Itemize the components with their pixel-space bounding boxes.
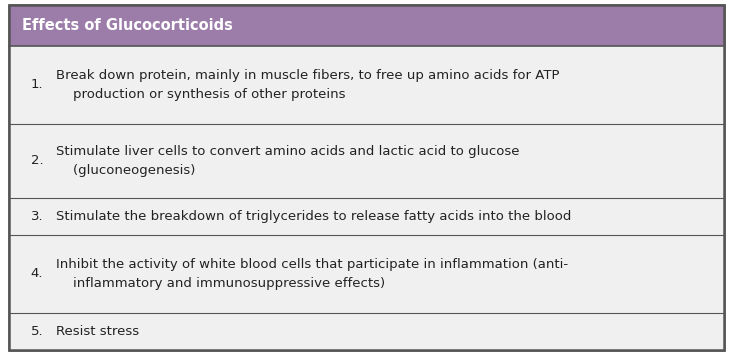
- Bar: [9, 235, 724, 313]
- Text: Stimulate liver cells to convert amino acids and lactic acid to glucose
    (glu: Stimulate liver cells to convert amino a…: [56, 145, 520, 177]
- Text: Stimulate the breakdown of triglycerides to release fatty acids into the blood: Stimulate the breakdown of triglycerides…: [56, 210, 572, 223]
- Bar: [9, 198, 724, 235]
- Text: 5.: 5.: [31, 325, 43, 338]
- Text: Inhibit the activity of white blood cells that participate in inflammation (anti: Inhibit the activity of white blood cell…: [56, 258, 569, 290]
- Text: Effects of Glucocorticoids: Effects of Glucocorticoids: [22, 18, 233, 33]
- Bar: [9, 313, 724, 350]
- Text: Break down protein, mainly in muscle fibers, to free up amino acids for ATP
    : Break down protein, mainly in muscle fib…: [56, 69, 560, 101]
- Text: 1.: 1.: [31, 79, 43, 91]
- Text: 2.: 2.: [31, 154, 43, 167]
- Text: Resist stress: Resist stress: [56, 325, 139, 338]
- Text: 3.: 3.: [31, 210, 43, 223]
- Text: 4.: 4.: [31, 267, 43, 280]
- Bar: [9, 5, 724, 46]
- Bar: [9, 124, 724, 198]
- Bar: [9, 46, 724, 124]
